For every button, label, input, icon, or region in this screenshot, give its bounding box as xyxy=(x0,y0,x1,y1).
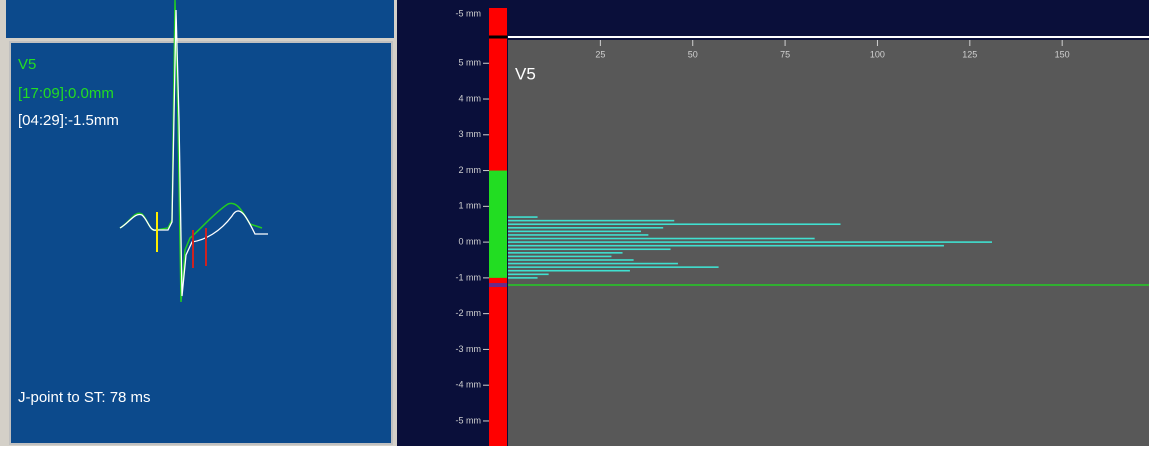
y-tick-label: -4 mm xyxy=(456,380,482,390)
y-tick-label: 4 mm xyxy=(459,93,482,103)
histogram-bar xyxy=(508,262,678,265)
histogram-bar xyxy=(508,252,623,254)
x-tick-label: 150 xyxy=(1055,49,1070,59)
current-st: [17:09]:0.0mm xyxy=(18,85,114,102)
histogram-bar xyxy=(508,230,642,233)
histogram-bar xyxy=(508,226,664,229)
reference-st: [04:29]:-1.5mm xyxy=(18,112,119,129)
y-tick-label: -2 mm xyxy=(456,308,482,318)
histogram-bar xyxy=(508,255,612,258)
y-tick-label: 1 mm xyxy=(459,201,482,211)
y-tick-label: 0 mm xyxy=(459,236,482,246)
upper-panel xyxy=(6,0,394,38)
x-tick-label: 100 xyxy=(870,49,885,59)
interval-label: J-point to ST: 78 ms xyxy=(18,389,151,406)
histogram-bar xyxy=(508,216,538,218)
y-tick-label: -1 mm xyxy=(456,272,482,282)
histogram-bar xyxy=(508,223,841,226)
threshold-marker xyxy=(489,283,507,288)
x-tick-label: 125 xyxy=(962,49,977,59)
histogram-bar xyxy=(508,269,630,272)
histogram-bar xyxy=(508,237,815,240)
histogram-bar xyxy=(508,277,538,279)
histogram-bar xyxy=(508,273,549,276)
y-tick-label: 3 mm xyxy=(459,129,482,139)
overview-strip xyxy=(508,0,1149,36)
lead-label: V5 xyxy=(18,56,36,73)
ecg-reference xyxy=(119,9,268,297)
histogram-bar xyxy=(508,266,719,268)
y-tick-label: -3 mm xyxy=(456,344,482,354)
histogram-bar xyxy=(508,259,634,261)
normal-range xyxy=(489,170,507,278)
histogram-bar xyxy=(508,219,675,222)
y-tick-label: 5 mm xyxy=(459,58,482,68)
histogram-bar xyxy=(508,241,992,243)
histogram-bar xyxy=(508,244,944,247)
histogram-bar xyxy=(508,234,649,236)
histogram-bar xyxy=(508,248,671,251)
overview-label: -5 mm xyxy=(456,8,482,18)
lead-panel xyxy=(9,41,393,445)
y-tick-label: -5 mm xyxy=(456,415,482,425)
plot-area xyxy=(508,40,1149,446)
x-tick-label: 75 xyxy=(780,49,790,59)
chart-title: V5 xyxy=(515,64,536,83)
ecg-current xyxy=(119,0,263,303)
x-tick-label: 50 xyxy=(688,49,698,59)
x-tick-label: 25 xyxy=(595,49,605,59)
y-tick-label: 2 mm xyxy=(459,165,482,175)
